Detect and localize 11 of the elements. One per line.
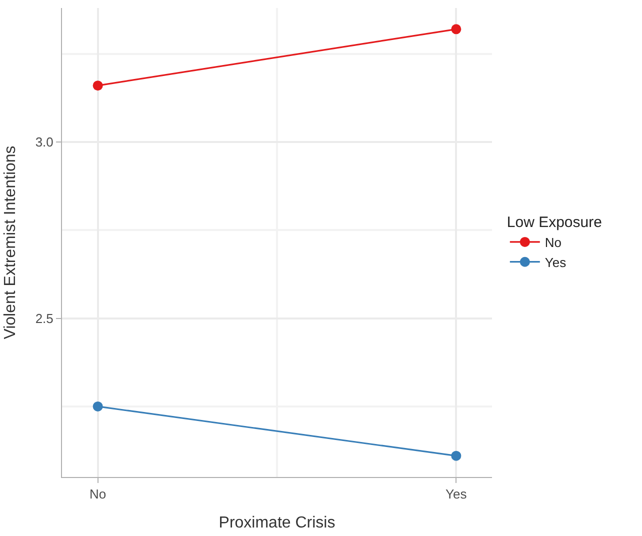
y-tick-label: 2.5 — [35, 310, 54, 326]
point — [451, 24, 462, 34]
point — [92, 401, 103, 412]
point — [451, 450, 462, 461]
x-axis-title: Proximate Crisis — [218, 514, 336, 532]
y-axis-title: Violent Extremist Intentions — [2, 146, 20, 340]
y-tick-label: 3.0 — [35, 134, 54, 150]
point — [92, 80, 103, 91]
legend-title: Low Exposure — [506, 214, 602, 231]
legend-label: Yes — [544, 254, 567, 270]
legend-label: No — [544, 235, 562, 250]
